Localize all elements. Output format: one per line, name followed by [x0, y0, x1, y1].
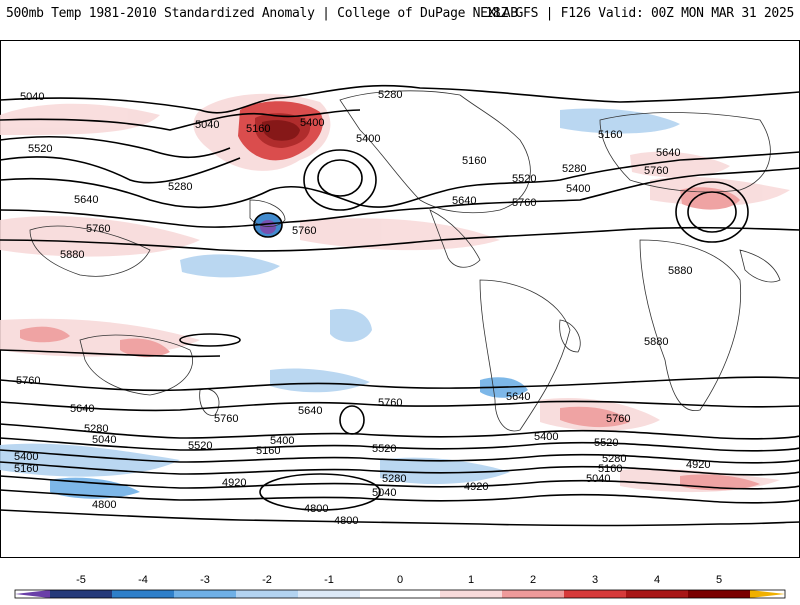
- header: 500mb Temp 1981-2010 Standardized Anomal…: [0, 0, 800, 30]
- contour-label: 5520: [512, 173, 536, 185]
- contour-labels: 5040 5040 5160 5280 5400 5520 5640 5760 …: [14, 89, 710, 527]
- contour-label: 5280: [382, 473, 406, 485]
- contour-label: 5160: [246, 123, 270, 135]
- map-title: 500mb Temp 1981-2010 Standardized Anomal…: [6, 6, 518, 21]
- contour-label: 5160: [598, 463, 622, 475]
- contour-label: 5040: [92, 434, 116, 446]
- contour-label: 5760: [512, 197, 536, 209]
- colorbar-swatch: [236, 590, 298, 598]
- colorbar-label: 5: [716, 574, 722, 586]
- contour-label: 5520: [594, 437, 618, 449]
- colorbar-swatch: [174, 590, 236, 598]
- contour-label: 5640: [70, 403, 94, 415]
- colorbar-swatch: [15, 590, 50, 598]
- contour-label: 5280: [602, 453, 626, 465]
- colorbar-label: -3: [200, 574, 210, 586]
- contour-label: 5760: [214, 413, 238, 425]
- contour-label: 5400: [356, 133, 380, 145]
- colorbar-swatch: [502, 590, 564, 598]
- colorbar-swatch: [50, 590, 112, 598]
- colorbar: -5 -4 -3 -2 -1 0 1 2 3 4 5: [0, 568, 800, 600]
- contour-label: 5760: [606, 413, 630, 425]
- colorbar-swatch: [112, 590, 174, 598]
- colorbar-canvas: -5 -4 -3 -2 -1 0 1 2 3 4 5: [14, 574, 786, 599]
- contour-label: 5760: [16, 375, 40, 387]
- contour-label: 5520: [28, 143, 52, 155]
- colorbar-swatch: [298, 590, 360, 598]
- contour-label: 5280: [84, 423, 108, 435]
- colorbar-label: -1: [324, 574, 334, 586]
- contour-label: 5040: [372, 487, 396, 499]
- contour-label: 5280: [562, 163, 586, 175]
- contour-label: 5040: [20, 91, 44, 103]
- height-contours: [0, 84, 800, 527]
- contour-label: 5760: [644, 165, 668, 177]
- contour-label: 5280: [378, 89, 402, 101]
- contour-label: 5760: [378, 397, 402, 409]
- contour-label: 5520: [372, 443, 396, 455]
- contour-label: 4920: [464, 481, 488, 493]
- contour-label: 5520: [188, 440, 212, 452]
- contour-label: 5160: [462, 155, 486, 167]
- contour-label: 5400: [270, 435, 294, 447]
- contour-label: 4800: [92, 499, 116, 511]
- anomaly-shading: [0, 93, 790, 499]
- contour-label: 5400: [534, 431, 558, 443]
- colorbar-swatch: [564, 590, 626, 598]
- contour-label: 5640: [506, 391, 530, 403]
- colorbar-label: 3: [592, 574, 598, 586]
- contour-label: 5040: [586, 473, 610, 485]
- contour-label: 5760: [86, 223, 110, 235]
- contour-label: 5400: [300, 117, 324, 129]
- colorbar-swatch: [360, 590, 440, 598]
- contour-label: 5760: [292, 225, 316, 237]
- colorbar-swatch: [440, 590, 502, 598]
- colorbar-swatch: [626, 590, 688, 598]
- colorbar-swatches: [15, 590, 785, 598]
- contour-label: 4920: [686, 459, 710, 471]
- colorbar-labels: -5 -4 -3 -2 -1 0 1 2 3 4 5: [76, 574, 722, 586]
- contour-label: 5400: [14, 451, 38, 463]
- contour-label: 5880: [644, 336, 668, 348]
- colorbar-label: -5: [76, 574, 86, 586]
- contour-label: 5880: [668, 265, 692, 277]
- contour-label: 5160: [598, 129, 622, 141]
- contour-label: 5400: [566, 183, 590, 195]
- contour-label: 5160: [256, 445, 280, 457]
- model-run-info: 18Z GFS | F126 Valid: 00Z MON MAR 31 202…: [485, 6, 794, 21]
- colorbar-label: 1: [468, 574, 474, 586]
- colorbar-label: -4: [138, 574, 148, 586]
- contour-label: 5640: [452, 195, 476, 207]
- contour-label: 5160: [14, 463, 38, 475]
- colorbar-label: 2: [530, 574, 536, 586]
- colorbar-label: 4: [654, 574, 660, 586]
- contour-label: 4920: [222, 477, 246, 489]
- colorbar-swatch: [688, 590, 750, 598]
- contour-label: 5280: [168, 181, 192, 193]
- colorbar-frame: [14, 589, 786, 599]
- colorbar-label: 0: [397, 574, 403, 586]
- contour-label: 4800: [334, 515, 358, 527]
- colorbar-swatch: [750, 590, 785, 598]
- contour-label: 4800: [304, 503, 328, 515]
- weather-map: 5040 5040 5160 5280 5400 5520 5640 5760 …: [0, 40, 800, 558]
- contour-label: 5640: [298, 405, 322, 417]
- contour-label: 5640: [74, 194, 98, 206]
- map-canvas: 5040 5040 5160 5280 5400 5520 5640 5760 …: [0, 40, 800, 558]
- contour-label: 5640: [656, 147, 680, 159]
- contour-label: 5880: [60, 249, 84, 261]
- colorbar-label: -2: [262, 574, 272, 586]
- contour-label: 5040: [195, 119, 219, 131]
